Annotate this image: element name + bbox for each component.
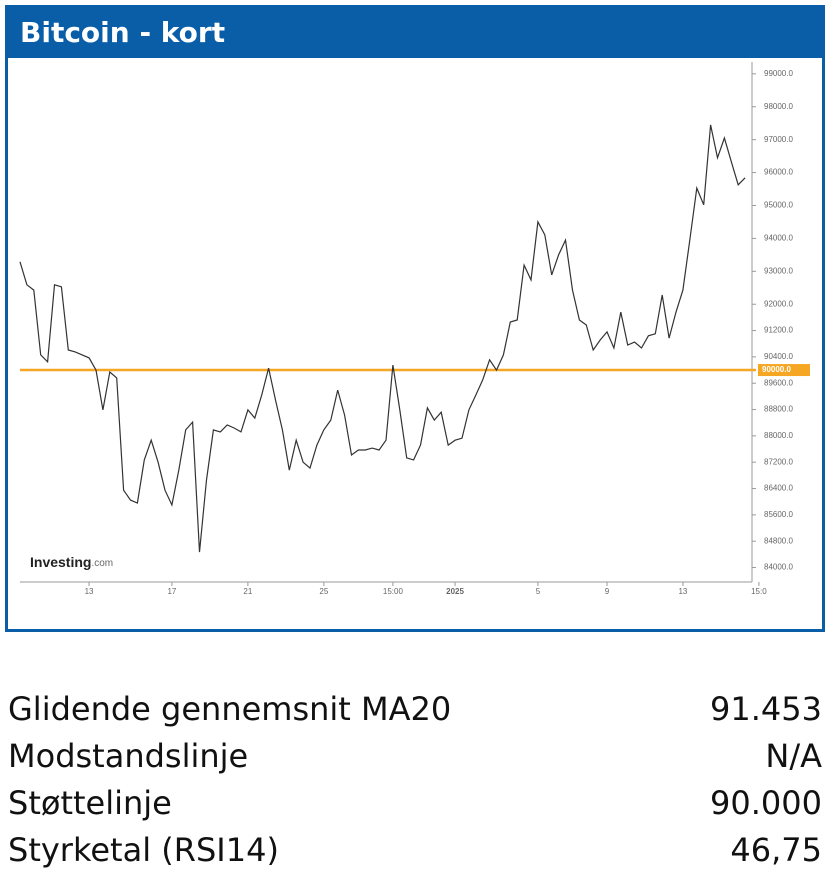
chart: 99000.0 98000.0 97000.0 96000.0 95000.0 94000… [19,62,810,596]
watermark: Investing.com [30,554,113,570]
y-tick-label: 84000.0 [764,563,793,572]
row-value: 46,75 [730,831,822,869]
y-tick-label: 90400.0 [764,352,793,361]
table-row: Støttelinje 90.000 [8,784,822,822]
table-row: Glidende gennemsnit MA20 91.453 [8,690,822,728]
y-tick-label: 89600.0 [764,378,793,387]
y-tick-label: 98000.0 [764,102,793,111]
table-row: Modstandslinje N/A [8,737,822,775]
y-tick-label: 86400.0 [764,484,793,493]
y-tick-label: 95000.0 [764,201,793,210]
support-label: 90000.0 [762,365,791,374]
y-tick-label: 84800.0 [764,536,793,545]
x-tick-label: 9 [605,587,610,596]
y-tick-label: 99000.0 [764,69,793,78]
x-tick-label: 15:00 [383,587,404,596]
x-tick-label: 17 [167,587,176,596]
chart-panel: Bitcoin - kort [5,5,825,632]
row-label: Modstandslinje [8,737,249,775]
y-tick-label: 97000.0 [764,135,793,144]
support-label-bg [758,364,810,377]
row-value: 90.000 [710,784,822,822]
x-tick-label: 5 [536,587,541,596]
chart-title: Bitcoin - kort [8,8,822,58]
y-tick-label: 92000.0 [764,299,793,308]
watermark-name: Investing [30,554,91,570]
y-tick-label: 87200.0 [764,457,793,466]
x-tick-label: 13 [678,587,687,596]
watermark-suffix: .com [91,558,113,569]
row-label: Glidende gennemsnit MA20 [8,690,452,728]
y-tick-label: 88800.0 [764,405,793,414]
x-tick-label: 2025 [446,587,464,596]
y-tick-label: 88000.0 [764,431,793,440]
row-value: 91.453 [710,690,822,728]
x-tick-label: 25 [319,587,328,596]
row-value: N/A [765,737,822,775]
x-tick-label: 13 [85,587,94,596]
y-tick-label: 85600.0 [764,510,793,519]
y-tick-label: 94000.0 [764,234,793,243]
x-tick-label: 15:0 [751,587,767,596]
table-row: Styrketal (RSI14) 46,75 [8,831,822,869]
row-label: Støttelinje [8,784,172,822]
x-tick-label: 21 [243,587,252,596]
row-label: Styrketal (RSI14) [8,831,279,869]
y-tick-label: 91200.0 [764,326,793,335]
y-tick-label: 96000.0 [764,168,793,177]
price-line [19,124,746,553]
y-tick-label: 93000.0 [764,266,793,275]
